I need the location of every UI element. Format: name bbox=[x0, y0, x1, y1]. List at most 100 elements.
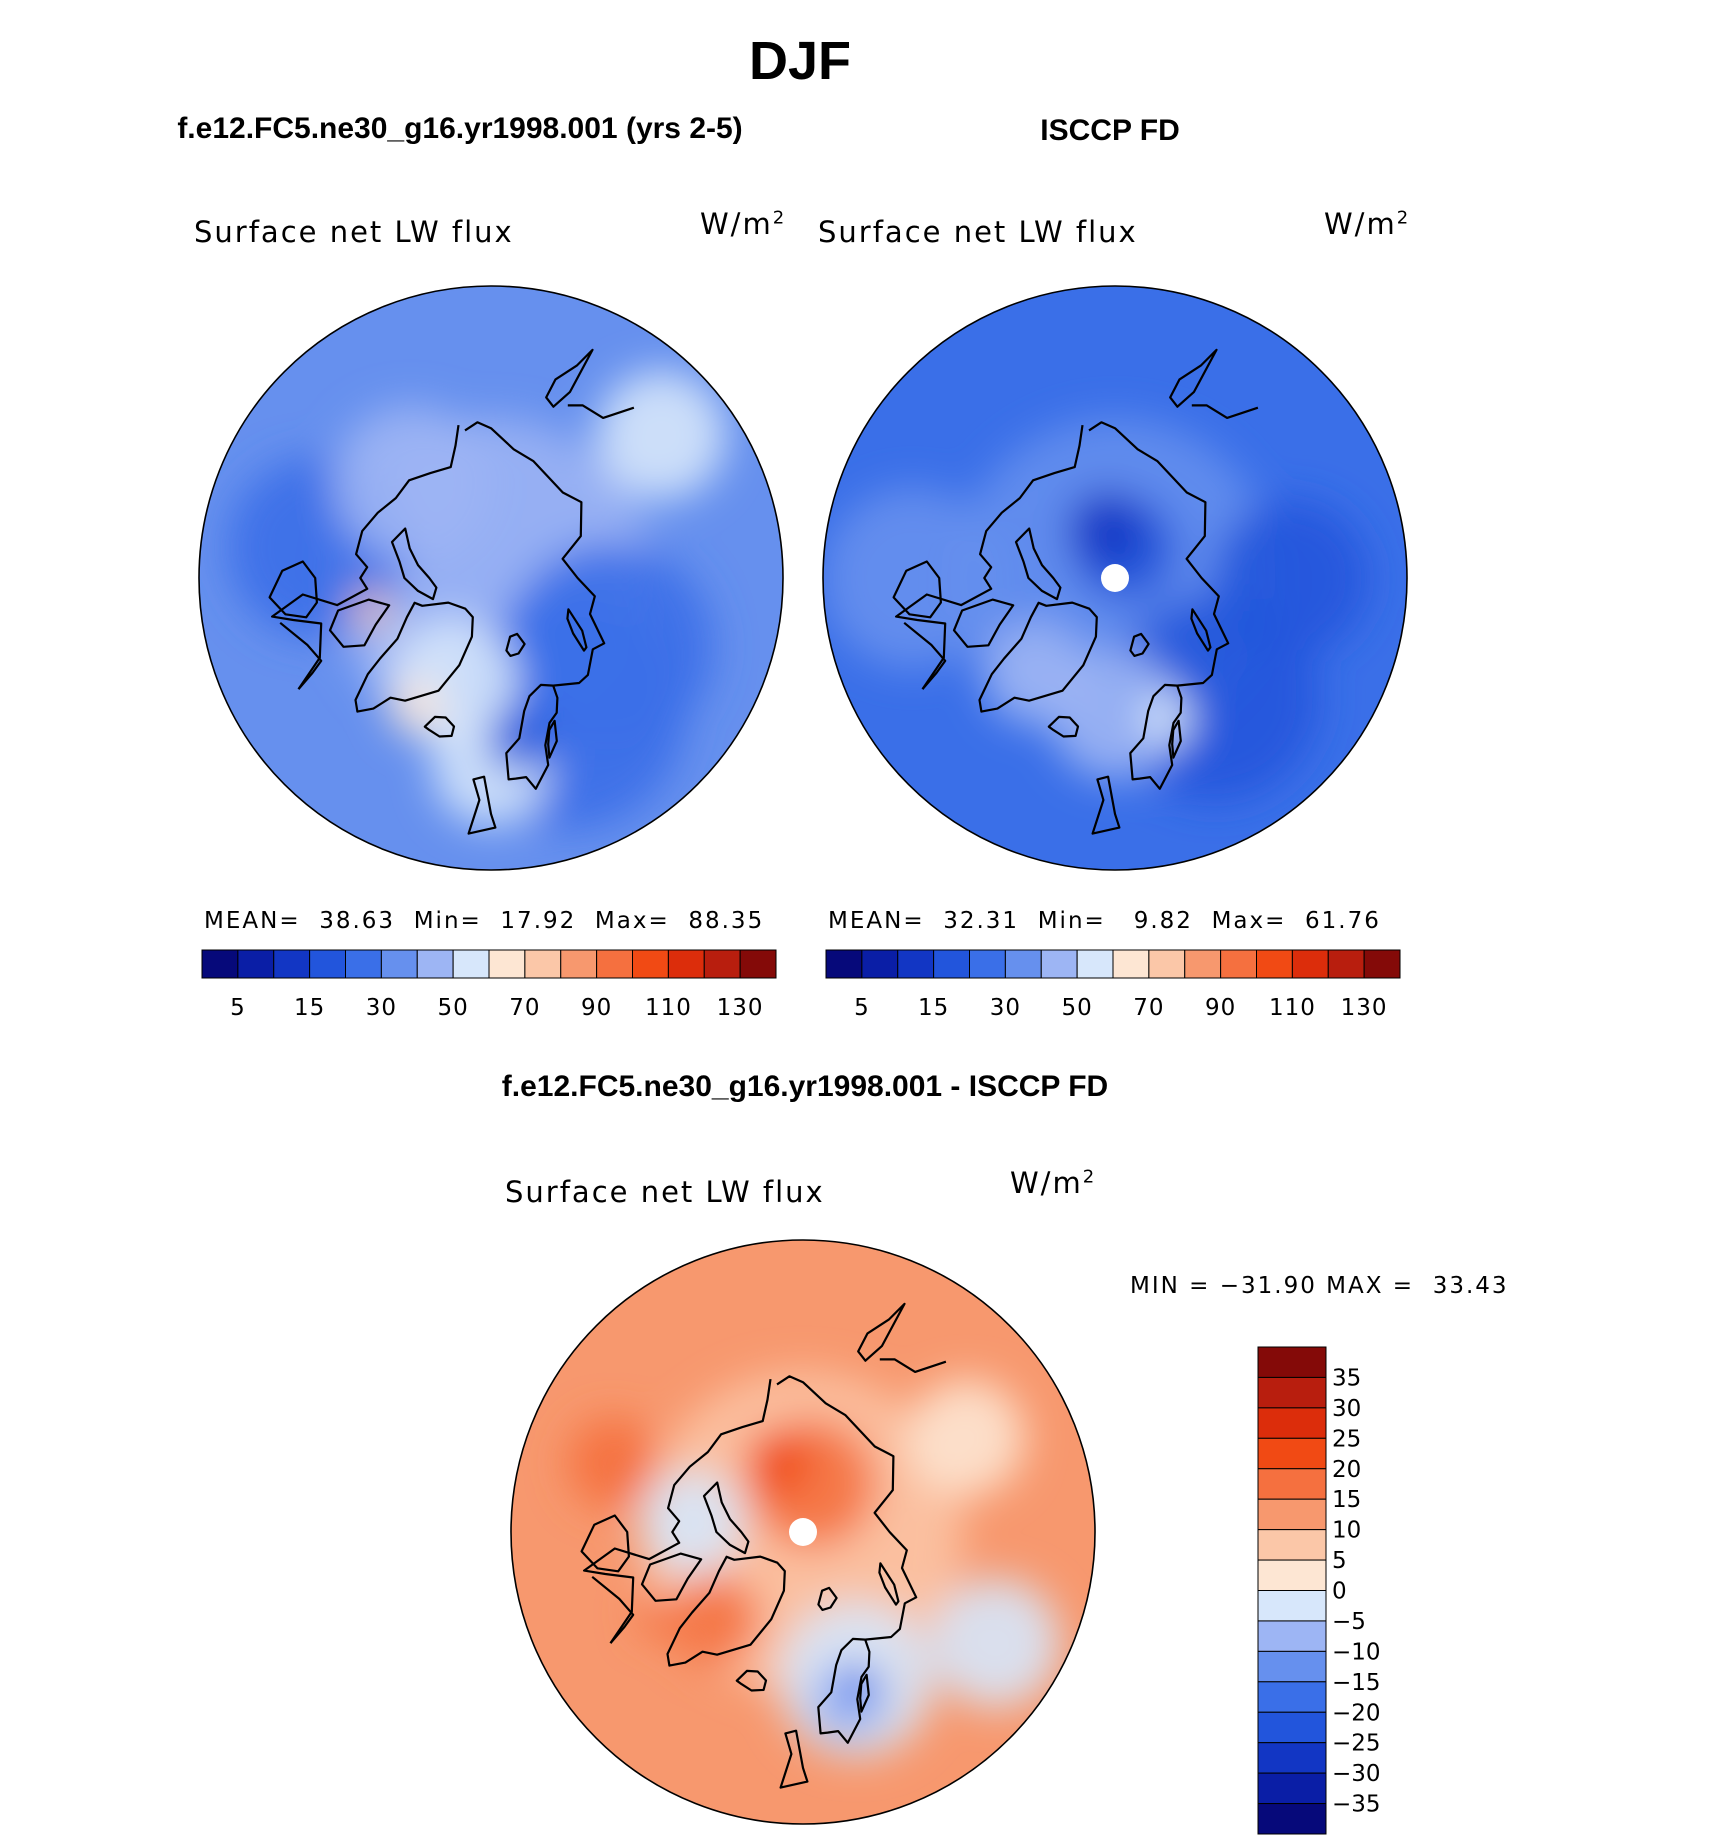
colorbar-box bbox=[1257, 1498, 1327, 1531]
panel-2-map bbox=[822, 285, 1408, 871]
coastline-okhotsk bbox=[1191, 404, 1259, 419]
colorbar-box bbox=[1257, 1529, 1327, 1561]
coastline-archipelago bbox=[390, 527, 438, 601]
colorbar-box bbox=[825, 949, 863, 979]
map-field-region bbox=[745, 1430, 811, 1495]
map-field-region bbox=[636, 1597, 676, 1637]
colorbar-box bbox=[1257, 1772, 1327, 1805]
coastline-baffin bbox=[328, 598, 391, 648]
coastline-iceland bbox=[423, 715, 456, 738]
colorbar-tick-label: 15 bbox=[918, 995, 949, 1021]
colorbar-box bbox=[1004, 949, 1042, 979]
colorbar-tick-label: 5 bbox=[1332, 1548, 1347, 1574]
colorbar-box bbox=[1076, 949, 1114, 979]
colorbar-tick-label: 15 bbox=[1332, 1487, 1361, 1513]
colorbar-box bbox=[667, 949, 705, 979]
colorbar-box bbox=[524, 949, 562, 979]
panel-3-variable-label: Surface net LW flux bbox=[505, 1175, 825, 1209]
map-field-region bbox=[333, 404, 489, 561]
map-field-region bbox=[1212, 500, 1369, 656]
map-field-region bbox=[908, 1379, 1025, 1496]
colorbar-tick-label: 30 bbox=[366, 995, 397, 1021]
coastline-novaya bbox=[878, 1562, 900, 1606]
coastline-svalbard bbox=[1129, 632, 1150, 657]
colorbar-box bbox=[1257, 1711, 1327, 1744]
colorbar-tick-label: 10 bbox=[1332, 1518, 1361, 1544]
map-field-region bbox=[596, 370, 727, 500]
colorbar-box bbox=[739, 949, 777, 979]
colorbar-box bbox=[1184, 949, 1222, 979]
colorbar-tick-label: 70 bbox=[1133, 995, 1164, 1021]
map-field-region bbox=[639, 1470, 744, 1575]
colorbar-box bbox=[488, 949, 526, 979]
coastline-uk bbox=[1091, 775, 1121, 835]
panel-1-title: f.e12.FC5.ne30_g16.yr1998.001 (yrs 2-5) bbox=[177, 112, 743, 145]
colorbar-tick-label: 20 bbox=[1332, 1457, 1361, 1483]
panel-2-colorbar: 5 15 30 50 70 90 110 130 bbox=[825, 949, 1401, 1021]
map-field-region bbox=[1140, 692, 1193, 745]
colorbar-box bbox=[933, 949, 971, 979]
colorbar-box bbox=[1257, 1742, 1327, 1774]
coastline-eurasiaCoast bbox=[1088, 421, 1230, 687]
colorbar-box bbox=[237, 949, 275, 979]
coastline-hudson bbox=[268, 560, 318, 619]
colorbar-box bbox=[1257, 1650, 1327, 1683]
map-field-region bbox=[930, 1578, 1061, 1708]
coastlines bbox=[580, 1302, 947, 1789]
map-border bbox=[822, 285, 1408, 871]
coastline-okhotsk bbox=[879, 1358, 947, 1373]
colorbar-tick-label: 50 bbox=[437, 995, 468, 1021]
coastline-archipelago bbox=[702, 1481, 750, 1555]
coastline-baffin bbox=[952, 598, 1015, 648]
coastline-svalbard bbox=[505, 632, 526, 657]
map-border bbox=[510, 1239, 1096, 1825]
colorbar-box bbox=[1220, 949, 1258, 979]
panel-1-stats: MEAN= 38.63 Min= 17.92 Max= 88.35 bbox=[204, 908, 765, 934]
coastline-baltic bbox=[547, 719, 558, 759]
coastline-novaya bbox=[1190, 608, 1212, 652]
colorbar-box bbox=[1040, 949, 1078, 979]
colorbar-box bbox=[309, 949, 347, 979]
colorbar-tick-label: 35 bbox=[1332, 1365, 1361, 1391]
colorbar-box bbox=[1112, 949, 1150, 979]
colorbar-box bbox=[1257, 1559, 1327, 1592]
coastline-greenland bbox=[666, 1555, 786, 1667]
coastlines bbox=[268, 348, 635, 835]
colorbar-tick-label: −15 bbox=[1332, 1670, 1381, 1696]
panel-3-colorbar: 35 30 25 20 15 10 5 0 −5 −10 −15 −20 −25 −30 −35 bbox=[1257, 1346, 1381, 1835]
map-field-region bbox=[839, 1665, 879, 1705]
colorbar-box bbox=[380, 949, 418, 979]
coastline-greenland bbox=[354, 601, 474, 713]
colorbar-tick-label: 30 bbox=[1332, 1396, 1361, 1422]
coastline-eurasiaCoast bbox=[464, 421, 606, 687]
coastline-alaskaCanada bbox=[583, 1378, 772, 1644]
coastline-svalbard bbox=[817, 1586, 838, 1611]
map-field-region bbox=[351, 590, 391, 630]
colorbar-tick-label: 130 bbox=[1341, 995, 1388, 1021]
panel-3-map bbox=[510, 1239, 1096, 1825]
map-border bbox=[198, 285, 784, 871]
colorbar-tick-label: 5 bbox=[230, 995, 246, 1021]
colorbar-box bbox=[1291, 949, 1329, 979]
colorbar-tick-label: −25 bbox=[1332, 1731, 1381, 1757]
panel-1-units: W/m2 bbox=[700, 207, 787, 241]
colorbar-tick-label: 90 bbox=[1205, 995, 1236, 1021]
colorbar-tick-label: 25 bbox=[1332, 1426, 1361, 1452]
coastline-hudson bbox=[580, 1514, 630, 1573]
coastline-novaya bbox=[566, 608, 588, 652]
colorbar-tick-label: −30 bbox=[1332, 1761, 1381, 1787]
coastline-baltic bbox=[1171, 719, 1182, 759]
coastlines bbox=[892, 348, 1259, 835]
coastline-greenland bbox=[978, 601, 1098, 713]
colorbar-box bbox=[1148, 949, 1186, 979]
coastline-kamchatka bbox=[545, 348, 594, 408]
difference-title: f.e12.FC5.ne30_g16.yr1998.001 - ISCCP FD bbox=[501, 1070, 1109, 1103]
colorbar-box bbox=[1257, 1407, 1327, 1439]
colorbar-box bbox=[1256, 949, 1293, 979]
coastline-kamchatka bbox=[857, 1302, 906, 1362]
colorbar-box bbox=[1257, 1346, 1327, 1378]
colorbar-box bbox=[201, 949, 239, 979]
colorbar-box bbox=[1257, 1803, 1327, 1835]
map-field-region bbox=[983, 621, 1087, 726]
colorbar-box bbox=[969, 949, 1006, 979]
